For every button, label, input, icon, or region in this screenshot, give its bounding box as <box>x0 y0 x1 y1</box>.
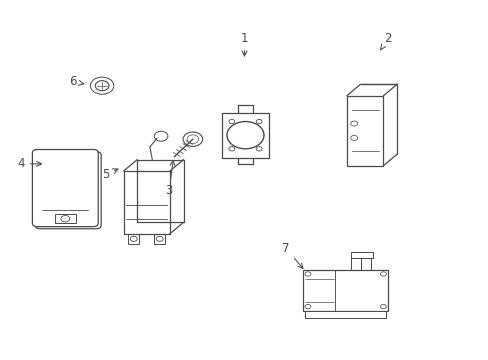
FancyBboxPatch shape <box>35 152 101 229</box>
Text: 7: 7 <box>282 242 302 269</box>
FancyBboxPatch shape <box>32 149 98 226</box>
Bar <box>303 270 387 311</box>
Text: 4: 4 <box>18 157 41 170</box>
Text: 1: 1 <box>240 32 248 56</box>
Text: 3: 3 <box>165 161 175 197</box>
Bar <box>154 234 164 244</box>
Bar <box>128 234 139 244</box>
Bar <box>222 113 268 158</box>
Bar <box>305 311 385 318</box>
Bar <box>346 96 383 166</box>
Text: 6: 6 <box>69 75 83 88</box>
Text: 2: 2 <box>380 32 391 50</box>
Bar <box>55 214 76 223</box>
Text: 5: 5 <box>102 168 118 181</box>
